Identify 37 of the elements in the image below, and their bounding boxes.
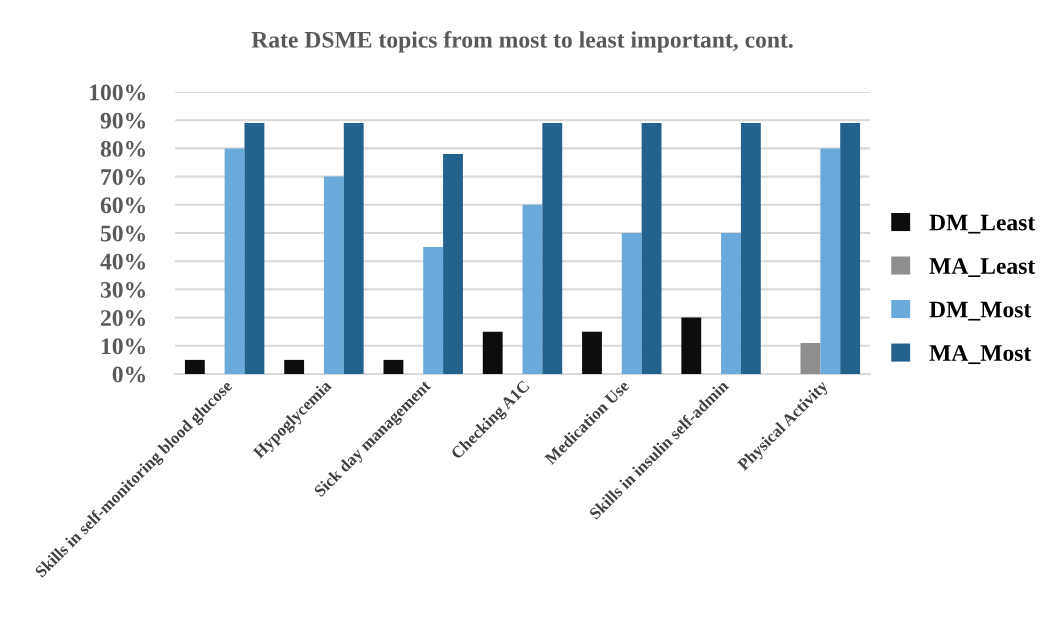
chart-title: Rate DSME topics from most to least important, cont. — [251, 30, 793, 53]
bar — [522, 204, 543, 374]
bar — [343, 123, 364, 374]
bar — [800, 342, 821, 374]
bar — [244, 123, 265, 374]
y-tick-label: 80% — [100, 140, 146, 157]
y-tick-label: 30% — [100, 281, 146, 298]
bar — [542, 123, 563, 374]
bar — [681, 317, 702, 374]
bar — [482, 331, 503, 374]
bar — [641, 123, 662, 374]
bar — [443, 154, 463, 374]
legend-label: DM_Most — [929, 301, 1032, 321]
bar — [323, 176, 344, 374]
y-tick-label: 10% — [101, 338, 146, 355]
bar — [840, 123, 861, 374]
bar — [740, 123, 761, 374]
bar — [621, 233, 642, 374]
y-tick-label: 70% — [101, 169, 146, 186]
bar — [224, 148, 245, 374]
legend-label: MA_Most — [929, 345, 1032, 365]
y-tick-label: 90% — [100, 112, 146, 129]
bar — [423, 247, 444, 374]
bar — [582, 331, 602, 374]
y-tick-label: 60% — [100, 197, 146, 214]
bar — [284, 359, 305, 374]
y-tick-label: 50% — [100, 225, 146, 242]
y-tick-label: 20% — [100, 310, 146, 327]
bar — [184, 359, 205, 374]
bar — [820, 148, 841, 374]
bar — [383, 359, 404, 374]
y-tick-label: 0% — [112, 366, 146, 383]
bar — [721, 233, 741, 374]
legend-label: MA_Least — [929, 258, 1036, 278]
legend-label: DM_Least — [929, 214, 1036, 234]
y-tick-label: 100% — [90, 84, 146, 101]
y-tick-label: 40% — [100, 253, 146, 270]
